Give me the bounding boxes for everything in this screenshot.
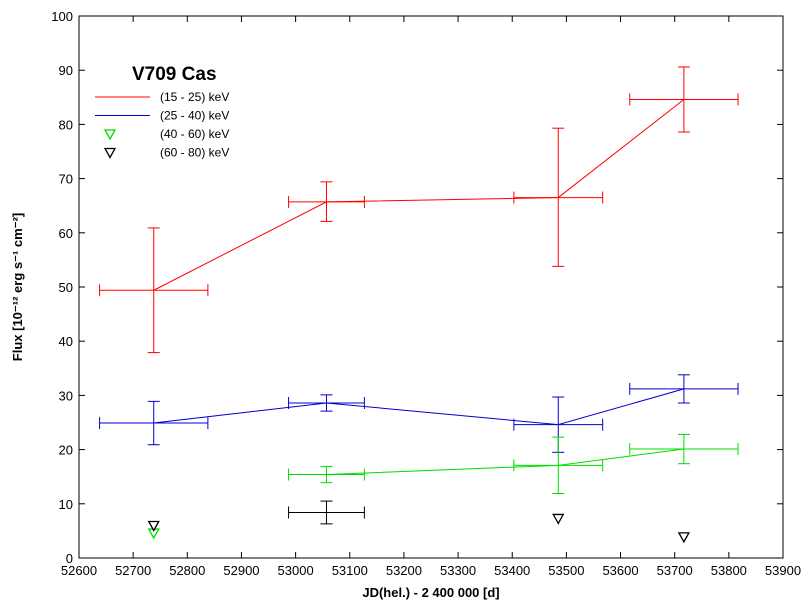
y-tick-label: 20 xyxy=(59,443,73,458)
y-tick-label: 80 xyxy=(59,117,73,132)
series-line xyxy=(153,388,685,426)
x-tick-label: 53300 xyxy=(440,563,476,578)
x-tick-label: 53500 xyxy=(548,563,584,578)
series-4 xyxy=(147,500,691,544)
y-tick-label: 70 xyxy=(59,172,73,187)
x-tick-label: 53100 xyxy=(332,563,368,578)
upper-limit-marker xyxy=(677,532,691,544)
series-2 xyxy=(99,374,739,453)
legend-triangle-swatch xyxy=(103,147,117,159)
y-tick-label: 0 xyxy=(66,551,73,566)
legend: V709 Cas (15 - 25) keV (25 - 40) keV (40 -… xyxy=(95,64,229,160)
x-tick-label: 53200 xyxy=(386,563,422,578)
legend-label: (25 - 40) keV xyxy=(160,109,229,123)
data-point xyxy=(288,394,365,412)
axis-ticks: 52600 52700 52800 52900 53000 53100 53200 53300… xyxy=(51,9,801,578)
y-axis-label: Flux [10⁻¹² erg s⁻¹ cm⁻²] xyxy=(10,213,25,361)
legend-label: (15 - 25) keV xyxy=(160,90,229,104)
data-point xyxy=(513,436,604,495)
data-point xyxy=(629,433,739,465)
data-point xyxy=(288,465,365,484)
series-3 xyxy=(147,433,739,540)
chart-title: V709 Cas xyxy=(132,64,217,85)
y-tick-label: 50 xyxy=(59,280,73,295)
x-tick-label: 53800 xyxy=(711,563,747,578)
x-tick-label: 53900 xyxy=(765,563,801,578)
x-tick-label: 53600 xyxy=(602,563,638,578)
series-1 xyxy=(99,66,739,354)
data-point xyxy=(513,127,604,267)
upper-limit-marker xyxy=(147,520,160,532)
y-tick-label: 60 xyxy=(59,226,73,241)
legend-triangle-swatch xyxy=(103,129,117,141)
series-line xyxy=(153,99,685,291)
x-tick-label: 53400 xyxy=(494,563,530,578)
y-tick-label: 90 xyxy=(59,63,73,78)
data-point xyxy=(629,66,739,133)
x-tick-label: 52700 xyxy=(115,563,151,578)
legend-label: (60 - 80) keV xyxy=(160,146,229,160)
x-tick-label: 52900 xyxy=(223,563,259,578)
data-point xyxy=(288,500,365,525)
y-tick-label: 100 xyxy=(51,9,73,24)
legend-label: (40 - 60) keV xyxy=(160,127,229,141)
x-tick-label: 53000 xyxy=(278,563,314,578)
series-layer xyxy=(99,66,739,544)
x-tick-label: 52600 xyxy=(61,563,97,578)
upper-limit-marker xyxy=(552,513,565,525)
x-axis-label: JD(hel.) - 2 400 000 [d] xyxy=(362,585,499,600)
data-point xyxy=(629,374,739,404)
x-tick-label: 53700 xyxy=(657,563,693,578)
y-tick-label: 10 xyxy=(59,497,73,512)
data-point xyxy=(99,227,209,354)
data-point xyxy=(288,181,365,222)
x-tick-label: 52800 xyxy=(169,563,205,578)
series-line xyxy=(326,448,684,476)
data-point xyxy=(513,396,604,453)
data-point xyxy=(99,400,209,446)
y-tick-label: 40 xyxy=(59,334,73,349)
y-tick-label: 30 xyxy=(59,388,73,403)
